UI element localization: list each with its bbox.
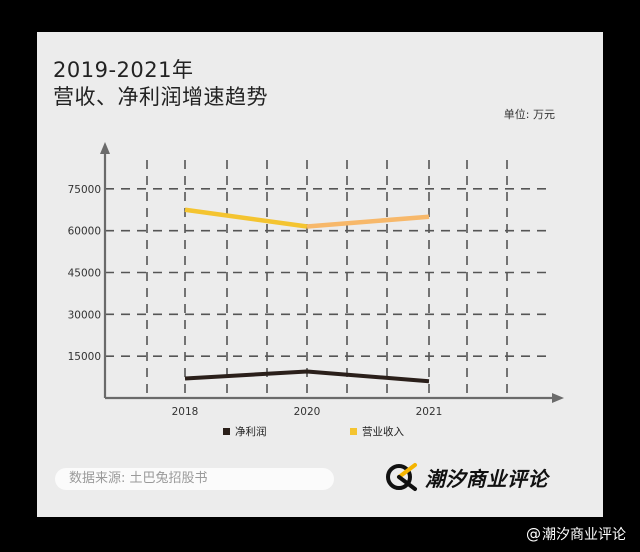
x-tick-label: 2018 [172, 406, 199, 418]
x-tick-labels: 2018 2020 2021 [172, 406, 443, 418]
y-tick-label: 30000 [68, 309, 101, 321]
y-tick-label: 75000 [68, 184, 101, 196]
axes [100, 142, 564, 403]
chart-title-line1: 2019-2021年 [53, 58, 194, 82]
y-axis-arrow [100, 142, 110, 154]
series-line-net-profit [184, 369, 430, 384]
legend-net-profit-label: 净利润 [235, 425, 267, 438]
series-line-revenue-segment [306, 214, 430, 229]
watermark-text: 潮汐商业评论 [542, 527, 626, 543]
x-tick-label: 2020 [294, 406, 321, 418]
chart-panel: 2019-2021年 营收、净利润增速趋势 单位: 万元 15000 30000 4… [37, 32, 603, 517]
y-tick-labels: 15000 30000 45000 60000 75000 [68, 184, 101, 363]
at-icon: @ [526, 525, 541, 543]
y-tick-label: 45000 [68, 268, 101, 280]
brand-logo-icon [386, 463, 417, 491]
series-line-revenue-segment [184, 207, 308, 229]
unit-label: 单位: 万元 [503, 108, 555, 121]
legend: 净利润 营业收入 [223, 425, 404, 438]
legend-net-profit-swatch [223, 428, 230, 435]
grid-lines [105, 160, 552, 398]
chart-title-line2: 营收、净利润增速趋势 [53, 85, 268, 109]
legend-revenue-swatch [350, 428, 357, 435]
data-source-label: 数据来源: 土巴兔招股书 [55, 468, 334, 490]
line-chart: 15000 30000 45000 60000 75000 2018 2020 2021 净… [68, 142, 564, 438]
brand-name: 潮汐商业评论 [425, 466, 548, 491]
x-axis-arrow [552, 393, 564, 403]
series-lines [184, 207, 430, 384]
y-tick-label: 15000 [68, 351, 101, 363]
brand: 潮汐商业评论 [385, 460, 548, 494]
watermark: @ 潮汐商业评论 [526, 524, 626, 544]
legend-revenue-label: 营业收入 [362, 425, 404, 438]
y-tick-label: 60000 [68, 226, 101, 238]
x-tick-label: 2021 [416, 406, 443, 418]
